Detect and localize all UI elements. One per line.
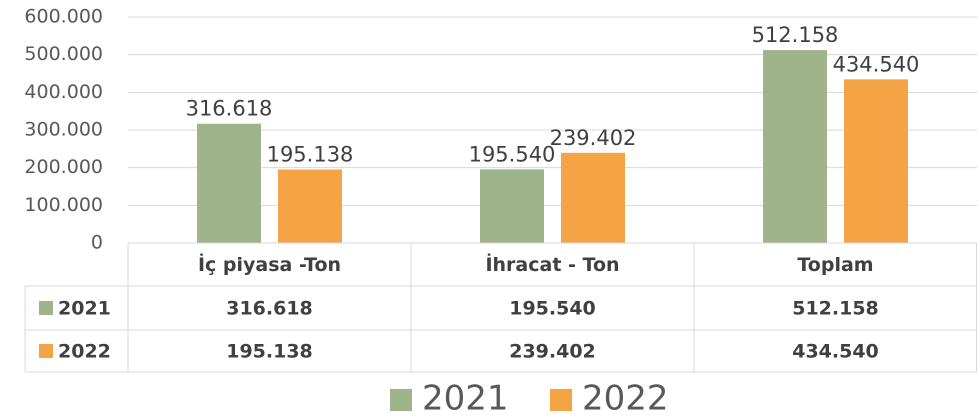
table-cell: 512.158 [792,298,879,320]
table-header: İhracat - Ton [485,252,619,276]
data-label: 195.138 [267,142,354,166]
table-row-label: 2021 [58,298,111,320]
legend-label: 2021 [422,379,509,417]
bar [763,50,827,243]
table-header: İç piyasa -Ton [198,252,341,276]
y-tick-label: 300.000 [24,119,103,141]
bar [844,79,908,243]
legend-label: 2022 [582,379,669,417]
table-cell: 316.618 [226,298,313,320]
bar [278,169,342,243]
bar [480,169,544,243]
table-cell: 195.138 [226,341,313,363]
table-legend-key [39,344,53,358]
data-label: 316.618 [186,97,273,121]
bar [561,152,625,243]
data-label: 195.540 [469,142,556,166]
legend-key [550,389,572,411]
bar [197,123,261,243]
data-label: 512.158 [752,23,839,47]
table-row-label: 2022 [58,341,111,363]
y-tick-label: 400.000 [24,81,103,103]
table-legend-key [39,301,53,315]
table-cell: 195.540 [509,298,596,320]
y-tick-label: 600.000 [24,6,103,28]
table-cell: 239.402 [509,341,596,363]
table-header: Toplam [797,254,873,276]
legend-key [390,389,412,411]
y-tick-label: 200.000 [24,156,103,178]
table-cell: 434.540 [792,341,879,363]
data-label: 239.402 [550,126,637,150]
y-tick-label: 0 [91,232,103,254]
data-label: 434.540 [833,52,920,76]
y-tick-label: 100.000 [24,194,103,216]
y-tick-label: 500.000 [24,43,103,65]
